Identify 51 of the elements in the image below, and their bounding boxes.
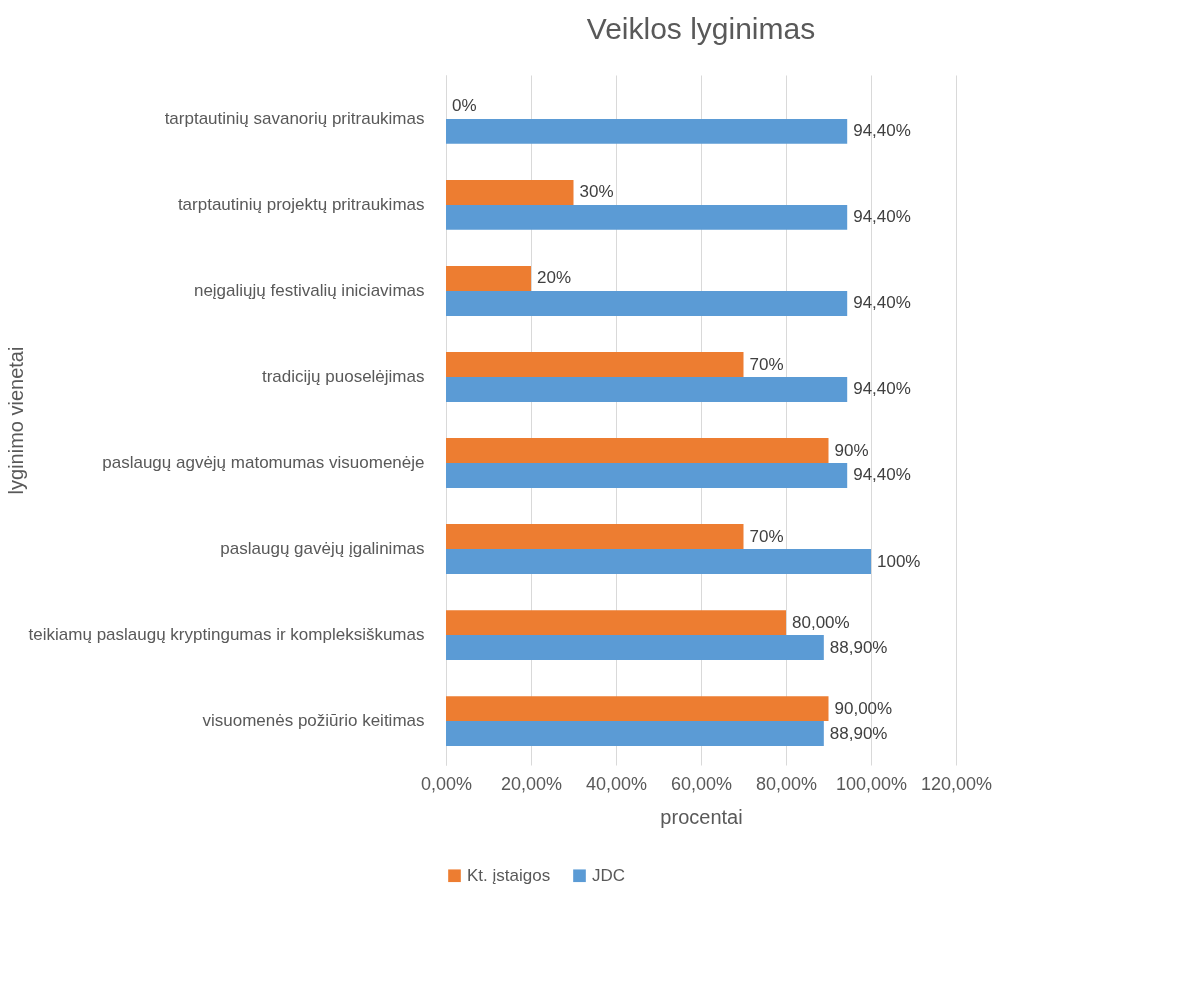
x-tick-label: 80,00%: [755, 773, 818, 794]
data-label: 20%: [537, 268, 572, 288]
bar: [446, 204, 848, 230]
bar: [446, 549, 871, 574]
y-tick-label: paslaugų gavėjų įgalinimas: [220, 539, 425, 559]
bar: [446, 635, 824, 661]
y-tick-label: teikiamų paslaugų kryptingumas ir kompleksiškumas: [28, 625, 425, 645]
data-label: 94,40%: [853, 121, 911, 141]
x-tick-label: 0,00%: [420, 773, 473, 794]
data-label: 30%: [579, 182, 614, 202]
bar: [446, 696, 829, 722]
y-tick-label: paslaugų agvėjų matomumas visuomenėje: [102, 453, 425, 473]
bar: [446, 179, 574, 205]
y-tick-label: visuomenės požiūrio keitimas: [202, 711, 425, 731]
data-label: 90%: [834, 440, 869, 460]
bar: [446, 438, 829, 464]
data-label: 0%: [452, 96, 477, 116]
y-axis-title: lyginimo vienetai: [4, 346, 27, 495]
data-label: 94,40%: [853, 465, 911, 485]
x-axis-title: procentai: [660, 805, 743, 828]
data-label: 80,00%: [792, 612, 850, 632]
bar: [446, 610, 786, 636]
x-tick-label: 120,00%: [920, 773, 993, 794]
data-label: 100%: [877, 551, 921, 571]
data-label: 70%: [749, 526, 784, 546]
bar: [446, 721, 824, 747]
data-label: 94,40%: [853, 207, 911, 227]
bar: [446, 463, 848, 488]
data-label: 94,40%: [853, 379, 911, 399]
x-tick-label: 40,00%: [585, 773, 648, 794]
bar: [446, 376, 848, 402]
x-tick-label: 60,00%: [670, 773, 733, 794]
data-label: 88,90%: [829, 637, 888, 657]
legend-label: Kt. įstaigos: [467, 865, 551, 885]
y-tick-label: tarptautinių projektų pritraukimas: [177, 194, 425, 214]
chart-title: Veiklos lyginimas: [586, 12, 816, 45]
bar: [446, 266, 531, 291]
x-tick-label: 100,00%: [835, 773, 908, 794]
data-label: 70%: [749, 354, 784, 374]
data-label: 94,40%: [853, 293, 911, 313]
bar: [446, 524, 744, 550]
data-label: 88,90%: [829, 723, 888, 743]
y-tick-label: neįgaliųjų festivalių iniciavimas: [193, 280, 425, 300]
bar: [446, 290, 848, 316]
x-tick-label: 20,00%: [500, 773, 563, 794]
bar: [446, 352, 744, 377]
y-tick-label: tarptautinių savanorių pritraukimas: [164, 108, 425, 128]
y-tick-label: tradicijų puoselėjimas: [261, 366, 425, 386]
legend-label: JDC: [592, 865, 626, 885]
data-label: 90,00%: [834, 698, 893, 718]
bar: [446, 118, 848, 144]
